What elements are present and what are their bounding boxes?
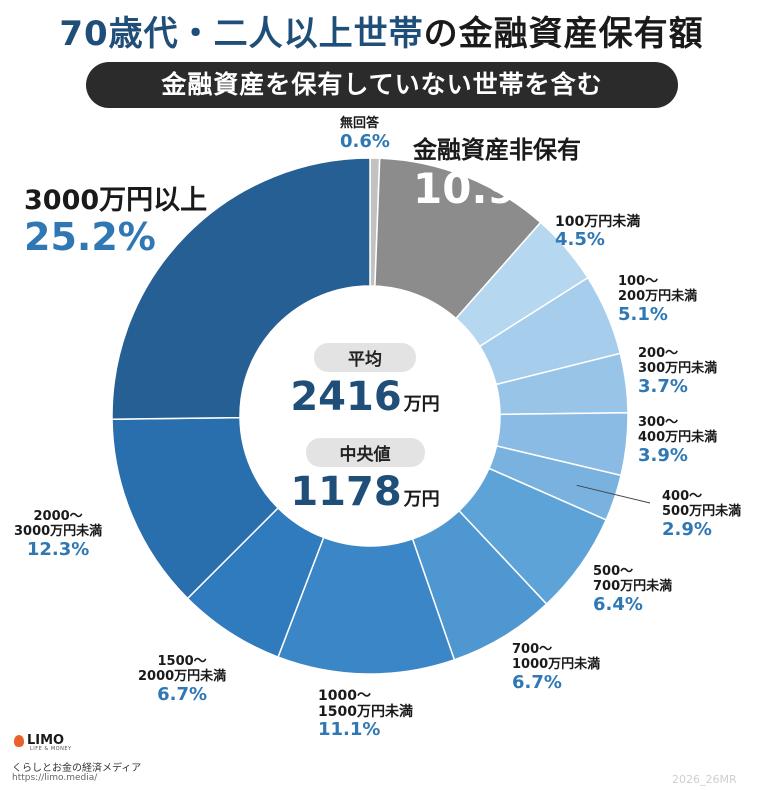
leader-line [576,484,651,504]
slice-category: 500万円未満 [662,503,742,519]
slice-category: 300～ [638,415,679,430]
brand-sub: LIFE & MONEY [30,746,72,752]
slice-percent: 4.5% [555,229,605,251]
average-label: 平均 [314,343,416,372]
slice-percent: 10.9% [413,163,559,213]
slice-category: 2000～ [33,509,83,524]
slice-category: 400～ [662,489,703,504]
brand-logo: LIMO [14,733,64,748]
brand-name: LIMO [27,733,65,748]
slice-percent: 12.3% [26,538,90,560]
slice-category: 3000万円未満 [14,523,103,539]
slice-category: 1500万円未満 [318,704,413,721]
slice-category: 1000～ [318,688,371,704]
slice-percent: 0.6% [340,130,390,152]
brand-tagline: くらしとお金の経済メディア [12,763,142,774]
slice-percent: 25.2% [24,215,156,260]
title-rest: の金融資産保有額 [423,14,704,54]
average-value-row: 2416 万円 [262,374,468,420]
slice-percent: 6.7% [157,683,208,705]
slice-category: 1500～ [157,654,207,669]
slice-label: 100～ 200万円未満 5.1% [618,274,698,326]
slice-category: 1000万円未満 [512,656,601,672]
title-main: 70歳代・二人以上世帯 [59,14,424,54]
slice-percent: 5.1% [618,303,668,325]
slice-label: 200～ 300万円未満 3.7% [638,346,718,398]
slice-percent: 3.9% [638,444,688,466]
chart-code: 2026_26MR [672,773,737,786]
slice-category: 700万円未満 [593,578,673,594]
slice-category: 100～ [618,274,659,289]
slice-label: 300～ 400万円未満 3.9% [638,415,718,467]
flame-icon [14,734,24,747]
pie-slice [111,157,371,421]
slice-percent: 6.4% [593,593,643,615]
slice-label: 1000～ 1500万円未満 11.1% [318,688,413,741]
slice-label: 無回答 0.6% [340,116,390,153]
slice-category: 金融資産非保有 [413,136,581,164]
average-value: 2416 [290,374,402,420]
slice-percent: 6.7% [512,671,562,693]
slice-category: 無回答 [340,116,380,131]
median-value-row: 1178 万円 [262,469,468,515]
slice-label: 700～ 1000万円未満 6.7% [512,642,601,694]
slice-label: 2000～ 3000万円未満 12.3% [14,509,103,561]
slice-category: 300万円未満 [638,360,718,376]
slice-category: 200万円未満 [618,288,698,304]
slice-category: 400万円未満 [638,429,718,445]
brand-url: https://limo.media/ [12,773,98,783]
slice-label: 500～ 700万円未満 6.4% [593,564,673,616]
slice-category: 3000万円以上 [24,185,208,216]
median-block: 中央値 1178 万円 [262,438,468,515]
average-block: 平均 2416 万円 [262,343,468,420]
slice-label: 400～ 500万円未満 2.9% [662,489,742,541]
slice-percent: 2.9% [662,518,712,540]
chart-title: 70歳代・二人以上世帯の金融資産保有額 [0,6,763,55]
slice-category: 200～ [638,346,679,361]
chart-subtitle: 金融資産を保有していない世帯を含む [86,62,678,108]
median-value: 1178 [290,469,402,515]
average-unit: 万円 [403,394,440,415]
slice-category: 500～ [593,564,634,579]
slice-percent: 3.7% [638,375,688,397]
slice-label: 100万円未満 4.5% [555,214,640,251]
slice-category: 2000万円未満 [138,668,227,684]
slice-label: 金融資産非保有 10.9% [413,136,581,213]
slice-category: 700～ [512,642,553,657]
slice-category: 100万円未満 [555,214,641,230]
median-label: 中央値 [305,438,425,467]
slice-label: 3000万円以上 25.2% [24,185,207,260]
median-unit: 万円 [403,489,440,510]
slice-percent: 11.1% [318,719,381,741]
slice-label: 1500～ 2000万円未満 6.7% [138,654,227,706]
